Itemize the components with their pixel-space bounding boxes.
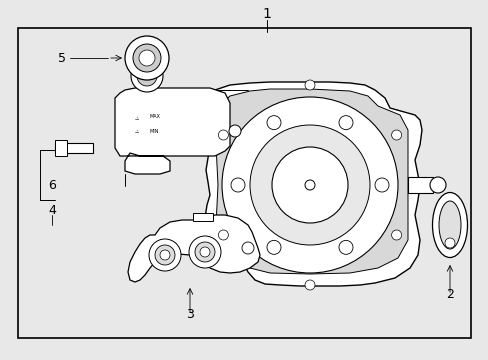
Circle shape bbox=[125, 36, 169, 80]
Circle shape bbox=[228, 125, 241, 137]
Bar bbox=[18, 28, 470, 338]
Ellipse shape bbox=[438, 201, 460, 249]
Circle shape bbox=[305, 180, 314, 190]
Circle shape bbox=[230, 178, 244, 192]
Circle shape bbox=[249, 125, 369, 245]
Text: 6: 6 bbox=[48, 179, 56, 192]
Polygon shape bbox=[216, 89, 407, 274]
Circle shape bbox=[391, 230, 401, 240]
Circle shape bbox=[266, 240, 281, 255]
Text: MIN: MIN bbox=[150, 129, 159, 134]
Bar bbox=[55, 143, 93, 153]
Circle shape bbox=[338, 240, 352, 255]
Bar bbox=[193, 213, 213, 221]
Circle shape bbox=[391, 130, 401, 140]
Circle shape bbox=[305, 280, 314, 290]
Text: ⚠: ⚠ bbox=[135, 116, 139, 121]
Circle shape bbox=[160, 250, 170, 260]
Circle shape bbox=[189, 236, 221, 268]
Ellipse shape bbox=[431, 193, 467, 257]
Circle shape bbox=[222, 97, 397, 273]
Circle shape bbox=[218, 230, 228, 240]
Bar bbox=[195, 105, 217, 135]
Bar bbox=[55, 140, 67, 156]
Circle shape bbox=[195, 242, 215, 262]
Circle shape bbox=[444, 238, 454, 248]
Circle shape bbox=[242, 242, 253, 254]
Circle shape bbox=[137, 66, 157, 86]
Circle shape bbox=[200, 247, 209, 257]
Circle shape bbox=[149, 239, 181, 271]
Circle shape bbox=[374, 178, 388, 192]
Circle shape bbox=[218, 130, 228, 140]
Circle shape bbox=[131, 60, 163, 92]
Circle shape bbox=[155, 245, 175, 265]
Circle shape bbox=[271, 147, 347, 223]
Text: 4: 4 bbox=[48, 203, 56, 216]
Text: 1: 1 bbox=[262, 7, 271, 21]
Circle shape bbox=[338, 116, 352, 130]
Circle shape bbox=[266, 116, 281, 130]
Polygon shape bbox=[115, 88, 229, 174]
Circle shape bbox=[133, 44, 161, 72]
Polygon shape bbox=[128, 215, 260, 282]
Circle shape bbox=[429, 177, 445, 193]
Text: MAX: MAX bbox=[150, 113, 161, 118]
Circle shape bbox=[305, 80, 314, 90]
Text: 5: 5 bbox=[58, 51, 66, 64]
Text: 2: 2 bbox=[445, 288, 453, 302]
Bar bbox=[407, 177, 432, 193]
Polygon shape bbox=[204, 82, 421, 286]
Text: 3: 3 bbox=[185, 309, 194, 321]
Text: ⚠: ⚠ bbox=[135, 129, 139, 134]
Circle shape bbox=[139, 50, 155, 66]
